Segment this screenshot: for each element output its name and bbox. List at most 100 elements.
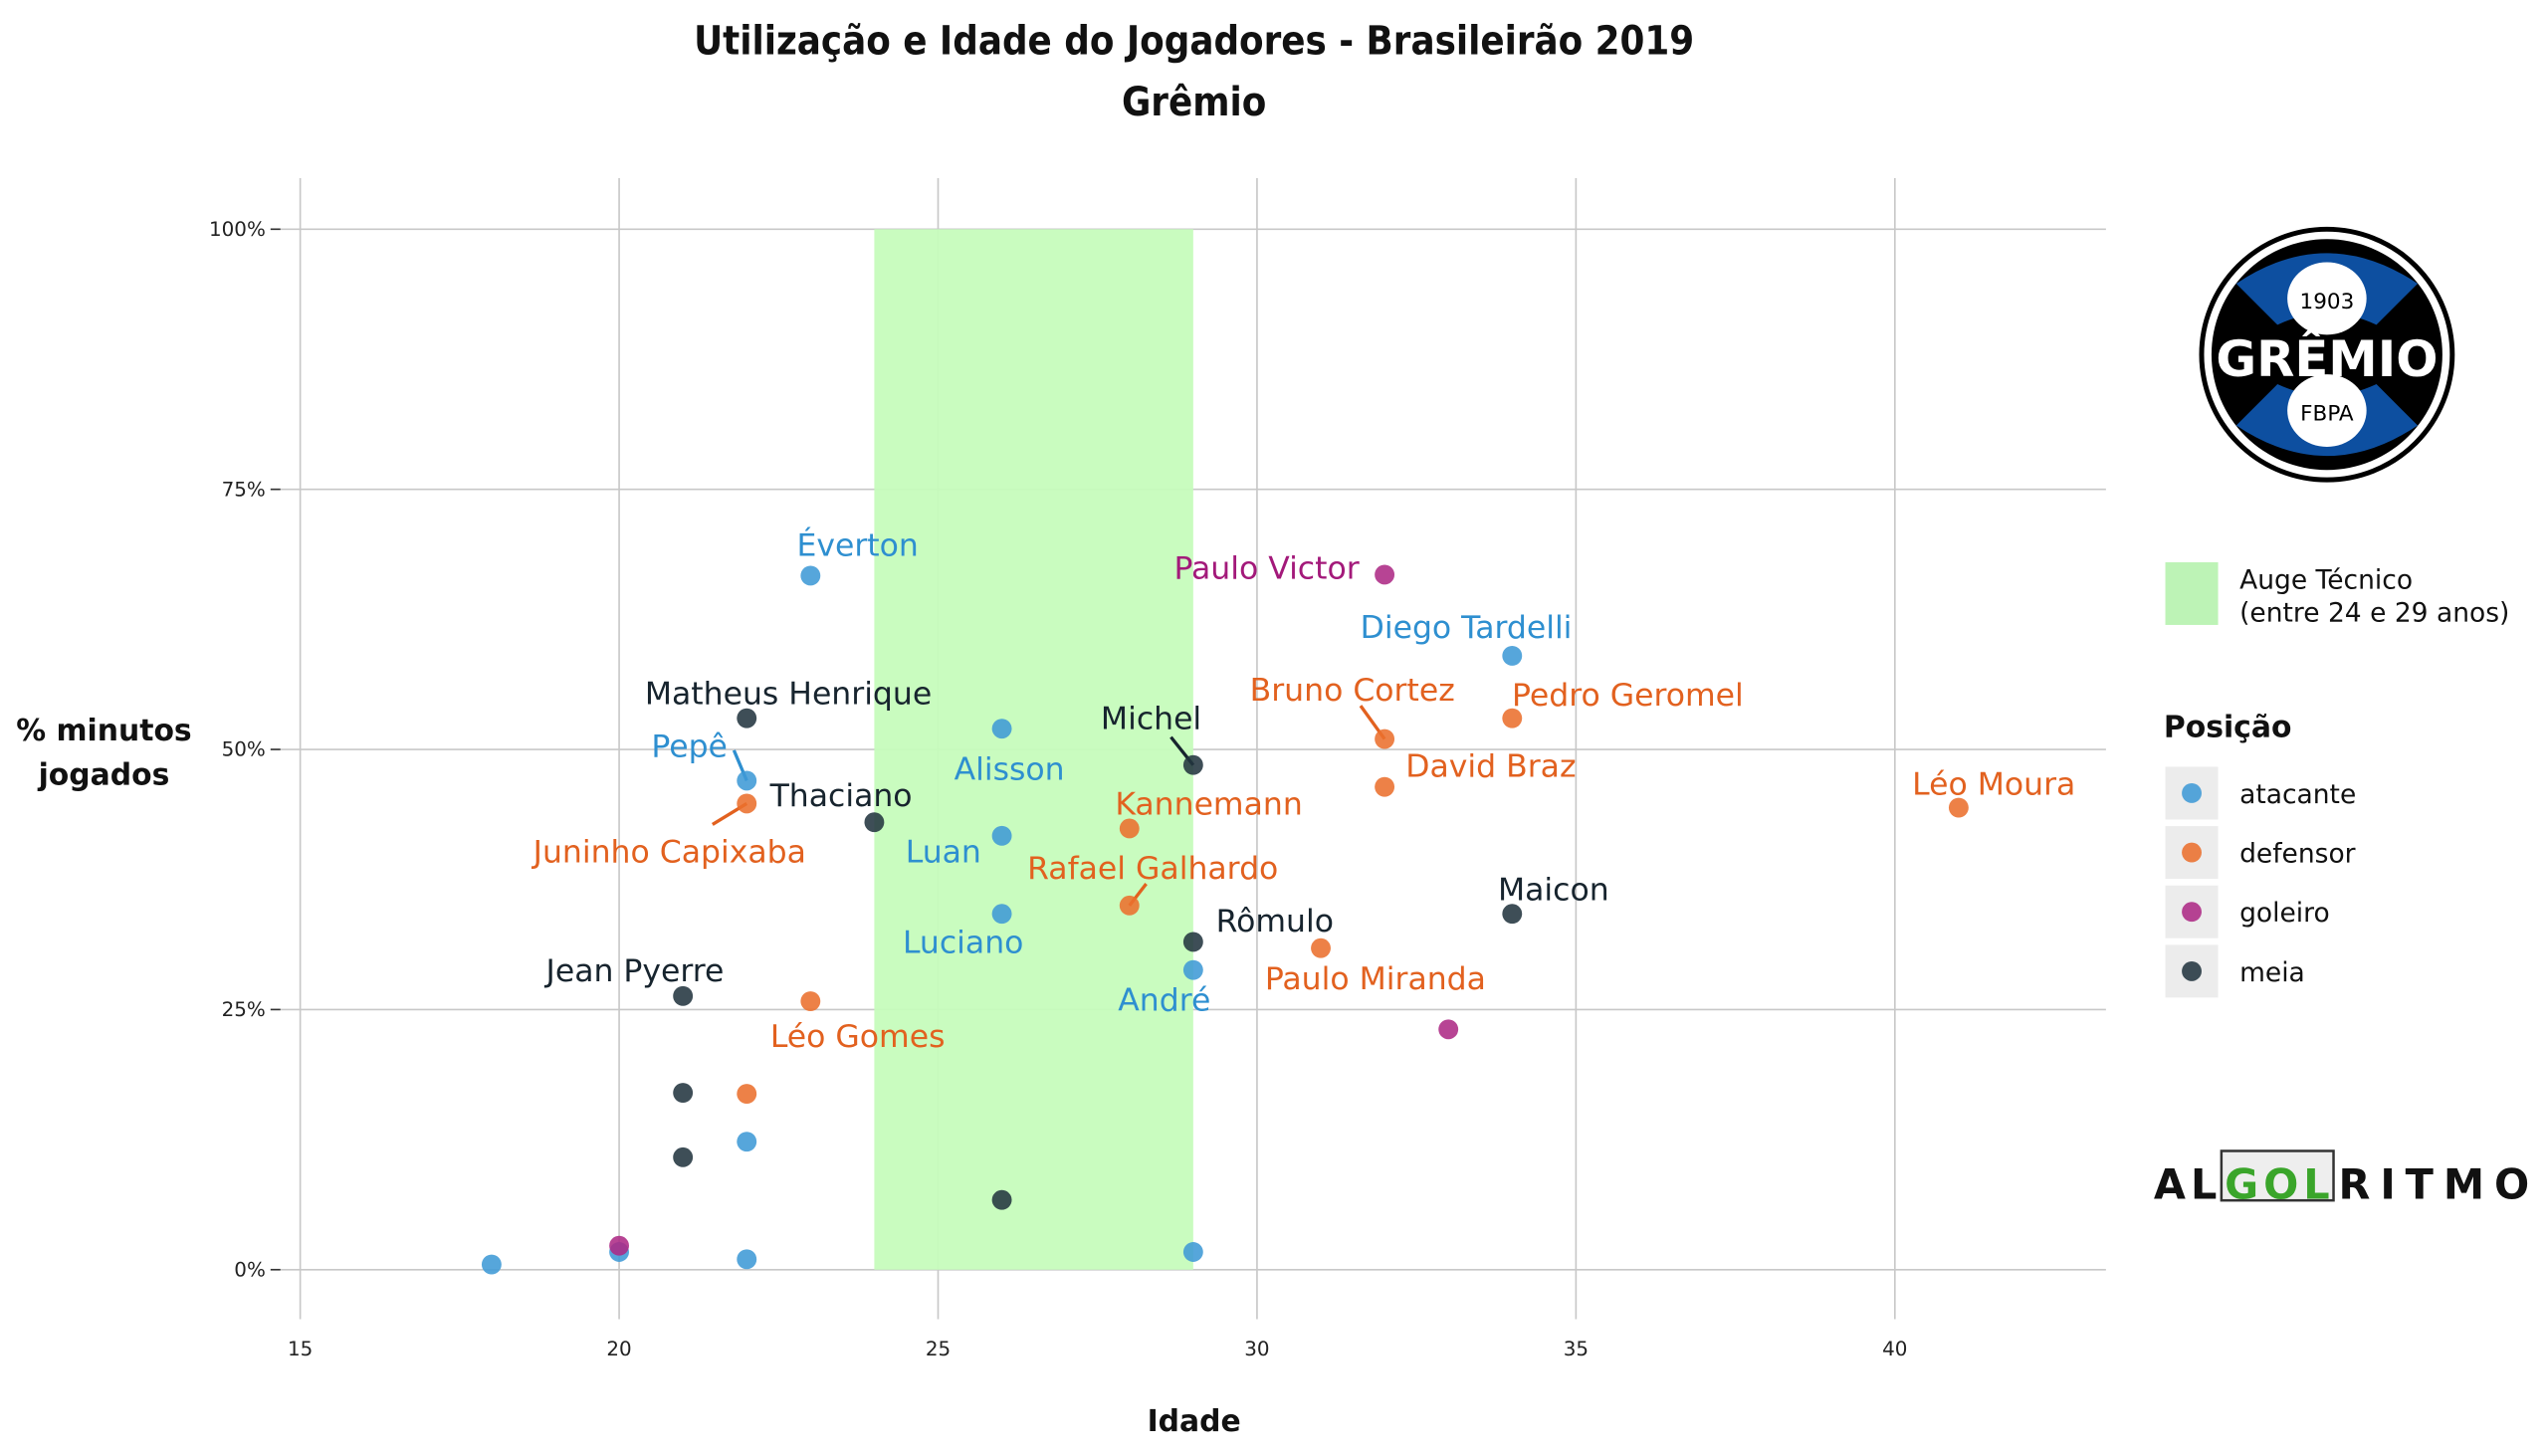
legend-label-goleiro: goleiro [2239,898,2330,929]
point-label: Luciano [903,926,1023,961]
brand-mid: GOL [2225,1161,2334,1209]
y-tick-label: 75% [222,478,266,501]
point-label: Maicon [1498,873,1609,909]
data-point [864,812,885,833]
data-point [737,1132,757,1152]
data-point [1119,818,1140,839]
x-tick-label: 40 [1882,1338,1907,1360]
brand-right: RITMO [2338,1161,2539,1209]
gremio-logo: 1903 GRÊMIO FBPA [2199,226,2455,483]
point-label: Rômulo [1216,904,1334,939]
x-tick-label: 30 [1244,1338,1269,1360]
legend-label-meia: meia [2239,957,2305,988]
legend-marker-defensor [2182,842,2202,863]
data-point [1119,895,1140,916]
y-tick-label: 100% [209,218,266,241]
point-label: Luan [906,835,981,871]
x-tick-label: 25 [926,1338,951,1360]
point-label: Éverton [796,525,918,563]
data-point [1502,646,1523,666]
data-point [1375,776,1395,797]
data-point [1438,1019,1459,1040]
data-point [1182,1242,1203,1262]
data-point [1182,959,1203,980]
point-label: Kannemann [1115,786,1302,822]
point-label: Léo Gomes [770,1019,946,1055]
legend-label-atacante: atacante [2239,779,2356,810]
data-point [991,904,1012,925]
axis-ticks: 15 20 25 30 35 40 0% 25% 50% 75% 100% [209,218,1907,1360]
legend-marker-atacante [2182,783,2202,803]
data-point [1311,937,1331,958]
data-point [673,985,694,1006]
data-point [737,770,757,791]
data-point [673,1083,694,1103]
point-label: André [1118,983,1210,1019]
point-label: Bruno Cortez [1250,673,1455,709]
data-point [481,1254,502,1275]
y-tick-label: 25% [222,998,266,1021]
y-tick-label: 0% [234,1258,266,1281]
point-label: Jean Pyerre [544,953,725,989]
point-label: Léo Moura [1912,767,2075,803]
point-label: Rafael Galhardo [1027,851,1278,887]
legend-title: Posição [2164,711,2292,745]
band-legend: Auge Técnico (entre 24 e 29 anos) [2165,561,2509,629]
data-point [1375,564,1395,585]
data-point [991,825,1012,846]
data-point [673,1146,694,1167]
data-point [1502,904,1523,925]
algolritmo-logo: AL GOL RITMO [2154,1149,2539,1209]
x-tick-label: 15 [288,1338,313,1360]
data-point [800,991,821,1011]
point-label: Juninho Capixaba [531,835,806,871]
logo-name: GRÊMIO [2216,329,2438,388]
chart-title: Utilização e Idade do Jogadores - Brasil… [694,19,1694,125]
position-legend: Posição atacante defensor goleiro meia [2164,711,2356,998]
band-legend-label-2: (entre 24 e 29 anos) [2239,598,2509,629]
x-tick-label: 35 [1564,1338,1589,1360]
y-tick-label: 50% [222,738,266,761]
y-axis-label-line2: jogados [38,758,170,793]
data-point [1948,797,1969,818]
data-point [737,1249,757,1270]
band-legend-swatch [2165,561,2219,625]
data-point [1502,708,1523,728]
brand-left: AL [2154,1161,2222,1209]
subtitle: Grêmio [1122,80,1266,125]
data-point [800,565,821,586]
point-label: Paulo Miranda [1265,961,1486,997]
data-point [1182,754,1203,775]
data-point [1375,728,1395,749]
legend-label-defensor: defensor [2239,839,2356,870]
data-points [481,564,1969,1275]
highlight-band [874,229,1193,1270]
logo-sub: FBPA [2300,401,2354,426]
point-label: Pepê [651,728,728,764]
legend-marker-goleiro [2182,902,2202,923]
auge-tecnico-band [874,229,1193,1270]
data-point [1182,932,1203,952]
y-axis-label-line1: % minutos [16,714,191,748]
data-point [737,1084,757,1105]
title: Utilização e Idade do Jogadores - Brasil… [694,19,1694,65]
point-label: David Braz [1405,748,1576,784]
x-axis-label: Idade [1148,1404,1241,1439]
data-point [737,708,757,728]
data-point [991,1189,1012,1210]
data-point [991,719,1012,739]
data-point [609,1235,630,1256]
point-label: Pedro Geromel [1512,678,1744,714]
logo-year: 1903 [2300,290,2355,314]
point-label: Matheus Henrique [645,676,932,712]
point-label: Thaciano [769,778,913,814]
point-label: Alisson [955,752,1065,788]
x-tick-label: 20 [606,1338,631,1360]
data-point [737,793,757,814]
point-label: Diego Tardelli [1361,610,1573,646]
point-label: Paulo Victor [1173,551,1359,587]
band-legend-label-1: Auge Técnico [2239,564,2413,595]
point-label: Michel [1101,701,1201,736]
